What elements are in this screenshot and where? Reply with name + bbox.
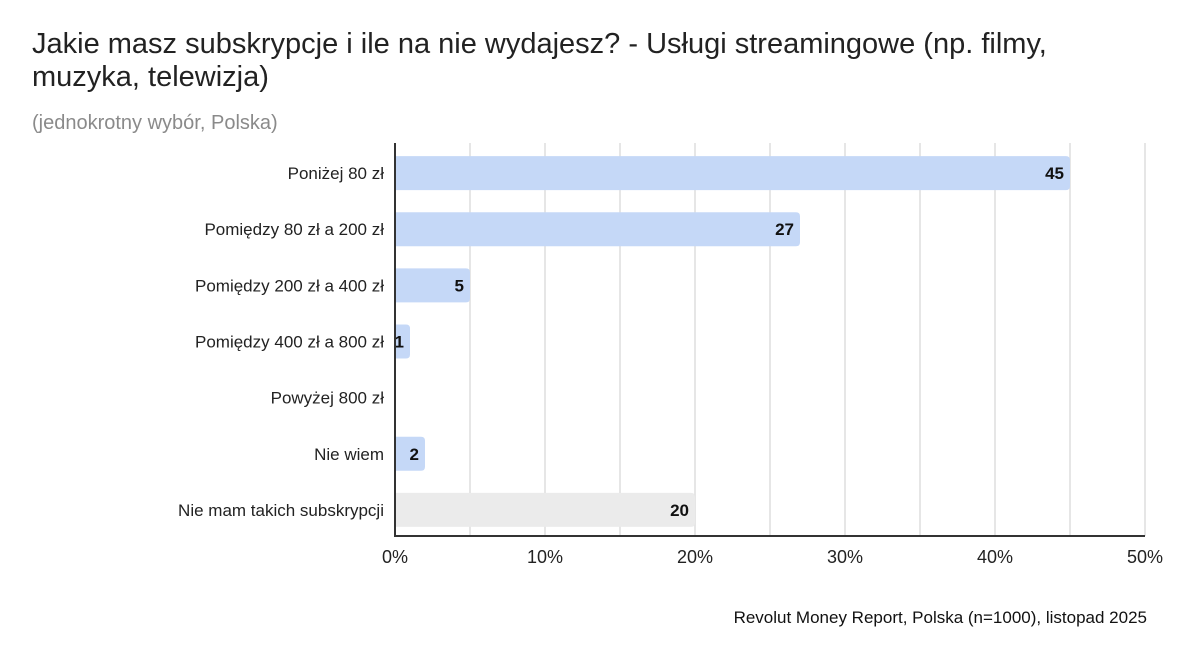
x-tick-label: 10% — [527, 547, 563, 567]
category-label: Poniżej 80 zł — [288, 164, 385, 183]
category-label: Pomiędzy 80 zł a 200 zł — [204, 220, 384, 239]
x-tick-label: 20% — [677, 547, 713, 567]
chart-subtitle: (jednokrotny wybór, Polska) — [32, 112, 278, 134]
category-label: Pomiędzy 200 zł a 400 zł — [195, 276, 384, 295]
category-label: Nie mam takich subskrypcji — [178, 501, 384, 520]
category-label: Powyżej 800 zł — [271, 389, 385, 408]
bar — [395, 492, 695, 527]
data-label: 27 — [775, 220, 794, 239]
x-tick-label: 50% — [1127, 547, 1163, 567]
bar — [395, 212, 800, 247]
bar — [395, 436, 425, 471]
category-label: Nie wiem — [314, 445, 384, 464]
chart-title: Jakie masz subskrypcje i ile na nie wyda… — [32, 28, 1047, 93]
x-tick-label: 40% — [977, 547, 1013, 567]
bar — [395, 324, 410, 359]
data-label: 20 — [670, 501, 689, 520]
x-tick-label: 30% — [827, 547, 863, 567]
data-label: 5 — [455, 276, 464, 295]
category-label: Pomiędzy 400 zł a 800 zł — [195, 333, 384, 352]
data-label: 1 — [395, 333, 404, 352]
x-tick-label: 0% — [382, 547, 408, 567]
data-label: 2 — [410, 445, 419, 464]
bar — [395, 156, 1070, 191]
bar — [395, 268, 470, 303]
chart-source: Revolut Money Report, Polska (n=1000), l… — [733, 608, 1147, 627]
data-label: 45 — [1045, 164, 1064, 183]
